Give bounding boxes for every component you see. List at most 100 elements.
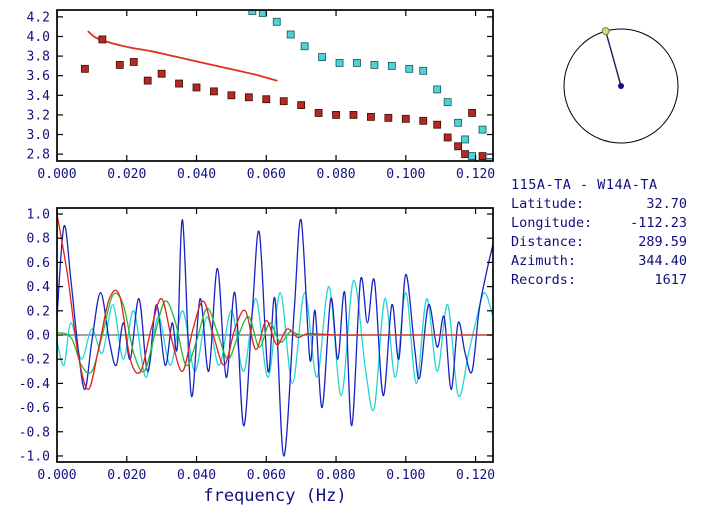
waveform-ticks: 0.000 0.020 0.040 0.060 0.080 0.100 0.120 -1.0 -…	[19, 208, 495, 483]
data-point-marker	[300, 42, 309, 51]
y-tick-label: 0.8	[27, 232, 50, 247]
records-label: Records:	[511, 272, 577, 288]
data-point-marker	[419, 116, 428, 125]
station-info-panel: 115A-TA - W14A-TA Latitude: 32.70 Longit…	[511, 176, 687, 290]
data-point-marker	[279, 97, 288, 106]
y-tick-label: 3.6	[27, 69, 50, 84]
x-tick-label: 0.080	[316, 167, 355, 182]
data-point-marker	[98, 35, 107, 44]
data-point-marker	[478, 152, 487, 161]
x-tick-label: 0.040	[177, 468, 216, 483]
data-point-marker	[443, 133, 452, 142]
y-tick-label: 3.2	[27, 108, 50, 123]
data-point-marker	[370, 61, 379, 69]
y-tick-label: 2.8	[27, 148, 50, 163]
data-point-marker	[81, 64, 89, 73]
x-tick-label: 0.120	[456, 468, 495, 483]
data-point-marker	[349, 111, 358, 119]
data-point-marker	[433, 120, 442, 129]
y-tick-label: 0.4	[27, 280, 51, 295]
latitude-label: Latitude:	[511, 196, 585, 212]
data-point-marker	[143, 76, 152, 85]
info-row-latitude: Latitude: 32.70	[511, 195, 687, 214]
x-tick-label: 0.060	[247, 167, 286, 182]
data-point-marker	[367, 112, 375, 121]
y-tick-label: 0.2	[27, 304, 50, 319]
y-tick-label: 1.0	[27, 208, 50, 223]
data-point-marker	[461, 135, 470, 144]
y-tick-label: 3.8	[27, 50, 50, 65]
data-point-marker	[461, 150, 470, 159]
data-point-marker	[454, 118, 463, 127]
data-point-marker	[454, 142, 463, 151]
info-row-azimuth: Azimuth: 344.40	[511, 252, 687, 271]
data-point-marker	[175, 79, 183, 88]
waveform-plot-area	[57, 213, 493, 457]
data-point-marker	[332, 111, 340, 119]
y-tick-label: 0.6	[27, 256, 50, 271]
x-tick-label: 0.040	[177, 167, 216, 182]
info-row-records: Records: 1617	[511, 271, 687, 290]
dispersion-picks-red-markers	[81, 35, 487, 161]
records-value: 1617	[654, 272, 687, 288]
y-tick-label: -0.8	[19, 425, 50, 440]
y-tick-label: 4.0	[27, 30, 50, 45]
x-tick-label: 0.020	[107, 167, 146, 182]
phase-velocity-curve-line	[87, 30, 278, 82]
data-point-marker	[353, 59, 361, 67]
waveform-green-line	[57, 292, 493, 374]
dial-circle	[563, 28, 679, 144]
data-point-marker	[405, 64, 414, 73]
data-point-marker	[468, 109, 476, 117]
dispersion-axes-frame	[56, 9, 494, 162]
data-point-marker	[210, 87, 218, 96]
station-pair-title: 115A-TA - W14A-TA	[511, 177, 658, 193]
y-tick-label: -1.0	[19, 449, 50, 464]
data-point-marker	[478, 125, 487, 134]
x-tick-label: 0.000	[37, 167, 76, 182]
data-point-marker	[286, 30, 295, 39]
data-point-marker	[248, 10, 257, 15]
data-point-marker	[314, 109, 323, 117]
data-point-marker	[485, 158, 493, 161]
distance-label: Distance:	[511, 234, 585, 250]
y-tick-label: 4.2	[27, 10, 50, 25]
y-tick-label: -0.4	[19, 377, 50, 392]
x-tick-label: 0.080	[316, 468, 355, 483]
dispersion-ticks: 0.000 0.020 0.040 0.060 0.080 0.100 0.120 2.8 3.…	[27, 10, 495, 182]
data-point-marker	[384, 113, 393, 122]
data-point-marker	[244, 93, 253, 102]
data-point-marker	[297, 101, 306, 110]
azimuth-value: 344.40	[638, 253, 687, 269]
x-tick-label: 0.120	[456, 167, 495, 182]
x-tick-label: 0.100	[386, 167, 425, 182]
data-point-marker	[262, 95, 271, 104]
azimuth-dial	[563, 27, 679, 144]
y-tick-label: 3.0	[27, 128, 50, 143]
azimuth-line	[604, 30, 622, 87]
y-tick-label: 0.0	[27, 329, 50, 344]
data-point-marker	[192, 83, 201, 92]
longitude-value: -112.23	[630, 215, 687, 231]
data-point-marker	[129, 58, 138, 66]
waveform-blue-line	[57, 218, 493, 457]
x-tick-label: 0.060	[247, 468, 286, 483]
data-point-marker	[419, 66, 428, 75]
info-row-longitude: Longitude: -112.23	[511, 214, 687, 233]
distance-value: 289.59	[638, 234, 687, 250]
info-row-distance: Distance: 289.59	[511, 233, 687, 252]
data-point-marker	[401, 114, 410, 123]
latitude-value: 32.70	[646, 196, 687, 212]
longitude-label: Longitude:	[511, 215, 593, 231]
dial-center-dot	[618, 83, 624, 89]
y-tick-label: -0.2	[19, 353, 50, 368]
data-point-marker	[272, 17, 281, 26]
data-point-marker	[115, 61, 124, 69]
data-point-marker	[157, 69, 166, 78]
data-point-marker	[468, 152, 476, 161]
dispersion-plot-area	[81, 10, 493, 161]
x-tick-label: 0.000	[37, 468, 76, 483]
y-tick-label: 3.4	[27, 89, 51, 104]
